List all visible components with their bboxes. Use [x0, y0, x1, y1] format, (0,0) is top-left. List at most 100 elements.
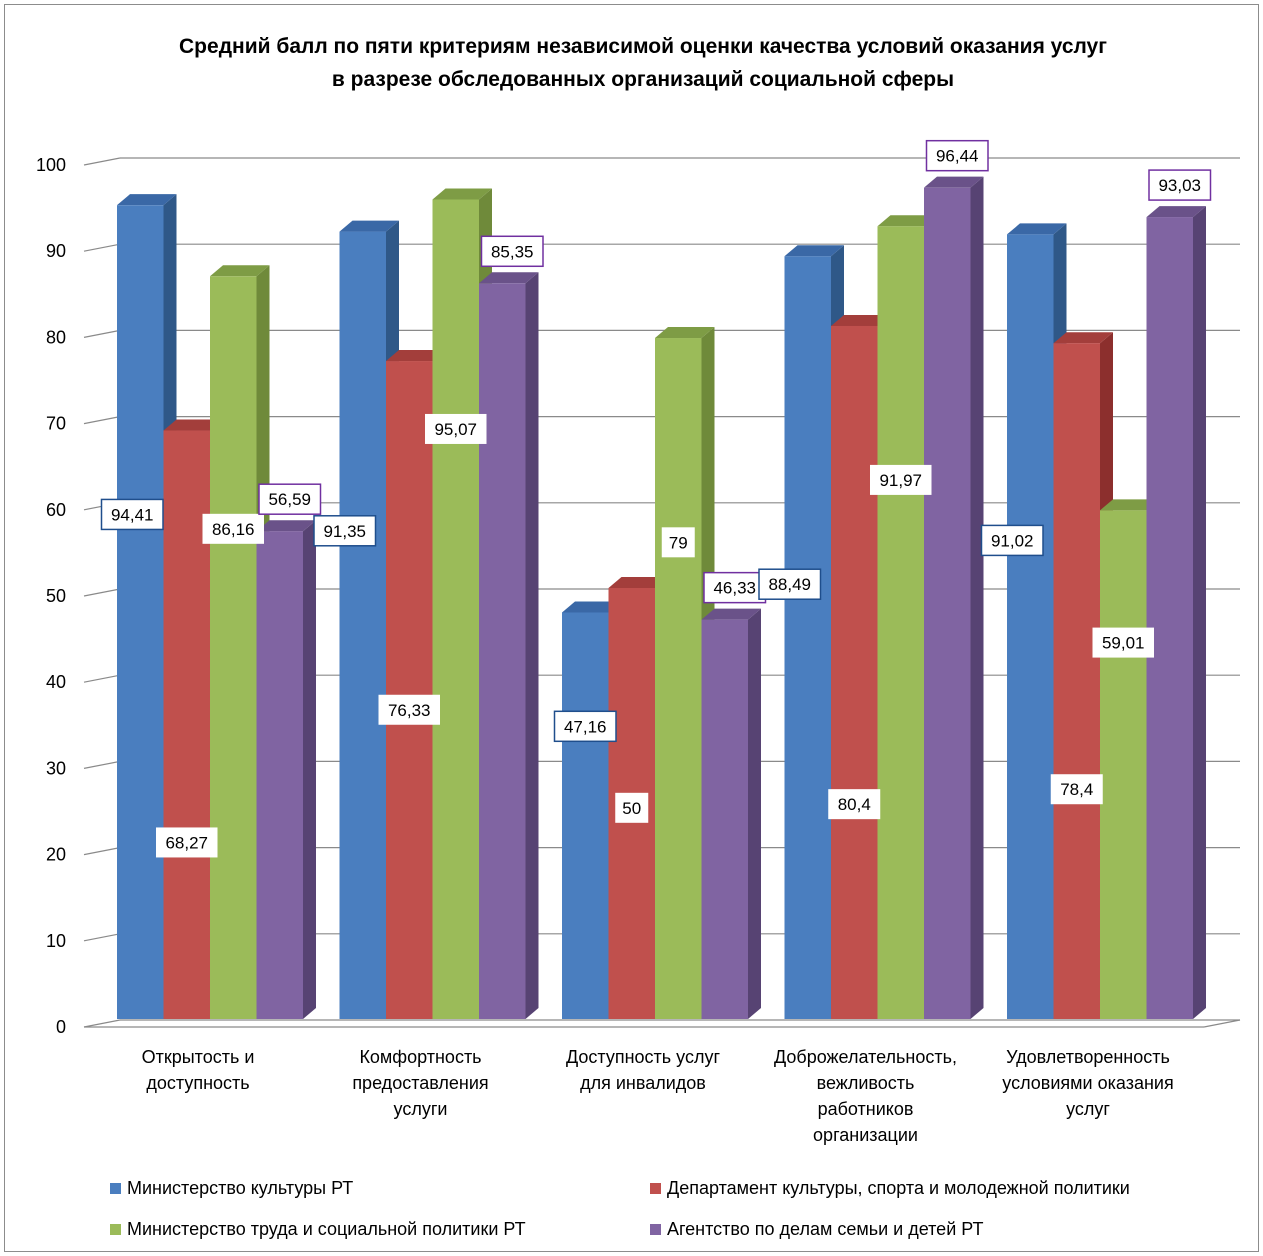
data-label-box: [980, 524, 1044, 557]
data-label-text: 46,33: [713, 579, 756, 598]
bar-front: [562, 612, 609, 1019]
data-label: 59,01: [1092, 627, 1154, 658]
bar: [479, 272, 539, 1020]
data-label: 47,16: [553, 710, 617, 743]
y-tick-label: 70: [46, 414, 66, 434]
data-label-text: 95,07: [434, 420, 477, 439]
gridline-depth: [83, 416, 121, 425]
data-label: 76,33: [378, 694, 440, 725]
data-label-box: [378, 694, 440, 725]
bar-front: [924, 187, 971, 1019]
data-label-text: 93,03: [1158, 176, 1201, 195]
bar-front: [831, 325, 878, 1019]
data-label: 78,4: [1050, 774, 1103, 805]
bar-front: [1146, 217, 1193, 1019]
bar-front: [784, 256, 831, 1019]
data-label: 91,35: [313, 515, 377, 547]
data-label: 85,35: [480, 235, 544, 268]
bar-side: [970, 176, 984, 1019]
data-label-text: 56,59: [268, 490, 311, 509]
bar-front: [117, 205, 164, 1020]
bar-top: [1146, 206, 1206, 218]
data-label: 56,59: [258, 483, 322, 515]
data-label-box: [925, 139, 989, 172]
gridline-depth: [83, 1019, 121, 1028]
gridline-depth: [83, 157, 121, 166]
gridline-depth: [83, 933, 121, 942]
bar-top: [924, 176, 984, 188]
bar-top: [256, 520, 316, 532]
bar-top: [432, 188, 492, 200]
bar-front: [655, 338, 702, 1019]
data-label-box: [758, 568, 822, 600]
bar-top: [701, 608, 761, 620]
gridline-depth: [83, 243, 121, 252]
data-label-box: [870, 464, 932, 495]
data-label-text: 88,49: [768, 575, 811, 594]
gridline-depth: [83, 674, 121, 683]
bar-top: [831, 314, 891, 326]
x-category-label: Открытость и: [142, 1047, 255, 1067]
bar-front: [1053, 343, 1100, 1019]
data-label-box: [480, 235, 544, 268]
data-label-box: [425, 413, 487, 444]
data-label-box: [313, 515, 377, 547]
data-label: 96,44: [925, 139, 989, 172]
bar-top: [117, 194, 177, 206]
data-label-box: [828, 789, 881, 820]
bar-side: [303, 520, 316, 1019]
y-tick-label: 50: [46, 586, 66, 606]
bar-top: [784, 245, 844, 257]
x-category-label: Комфортность: [359, 1047, 481, 1067]
bar-front: [877, 226, 924, 1019]
y-tick-label: 90: [46, 241, 66, 261]
data-label: 46,33: [703, 571, 767, 604]
data-label-text: 91,02: [991, 531, 1034, 550]
data-label-text: 86,16: [212, 520, 255, 539]
data-label-box: [1148, 169, 1212, 201]
bar: [256, 520, 316, 1019]
y-tick-label: 80: [46, 327, 66, 347]
data-label: 79: [661, 527, 695, 558]
x-category-label: доступность: [146, 1073, 249, 1093]
gridline-depth: [83, 760, 121, 769]
bar-front: [432, 199, 479, 1020]
y-tick-label: 60: [46, 500, 66, 520]
x-category-label: услуги: [394, 1099, 448, 1119]
y-tick-label: 40: [46, 672, 66, 692]
y-tick-label: 30: [46, 758, 66, 778]
gridline-depth: [83, 329, 121, 338]
bar-top: [479, 272, 539, 284]
x-category-label: условиями оказания: [1002, 1073, 1173, 1093]
data-label-box: [100, 498, 164, 531]
x-category-label: организации: [813, 1125, 918, 1145]
x-category-label: вежливость: [817, 1073, 915, 1093]
bar-front: [256, 531, 303, 1019]
data-label-box: [553, 710, 617, 743]
x-category-label: Удовлетворенность: [1006, 1047, 1170, 1067]
x-category-label: Доступность услуг: [566, 1047, 720, 1067]
floor-right-edge: [1203, 1019, 1241, 1028]
bar-top: [386, 350, 446, 362]
data-label-text: 94,41: [111, 505, 154, 524]
bar-top: [210, 265, 270, 277]
data-label-text: 47,16: [564, 717, 607, 736]
bar-top: [1053, 332, 1113, 344]
data-label: 91,02: [980, 524, 1044, 557]
bars: [117, 176, 1206, 1020]
data-label: 86,16: [202, 513, 264, 544]
data-label: 95,07: [425, 413, 487, 444]
data-label-text: 91,35: [323, 522, 366, 541]
gridline-depth: [83, 847, 121, 856]
gridline-depth: [83, 588, 121, 597]
bar-top: [339, 220, 399, 232]
bar-top: [562, 601, 622, 613]
bar-side: [1193, 206, 1206, 1019]
data-label-box: [1092, 627, 1154, 658]
data-label-text: 76,33: [388, 701, 431, 720]
bar-front: [1100, 510, 1147, 1019]
bar-front: [339, 231, 386, 1020]
bar-top: [1100, 499, 1160, 511]
data-label-text: 85,35: [491, 242, 534, 261]
